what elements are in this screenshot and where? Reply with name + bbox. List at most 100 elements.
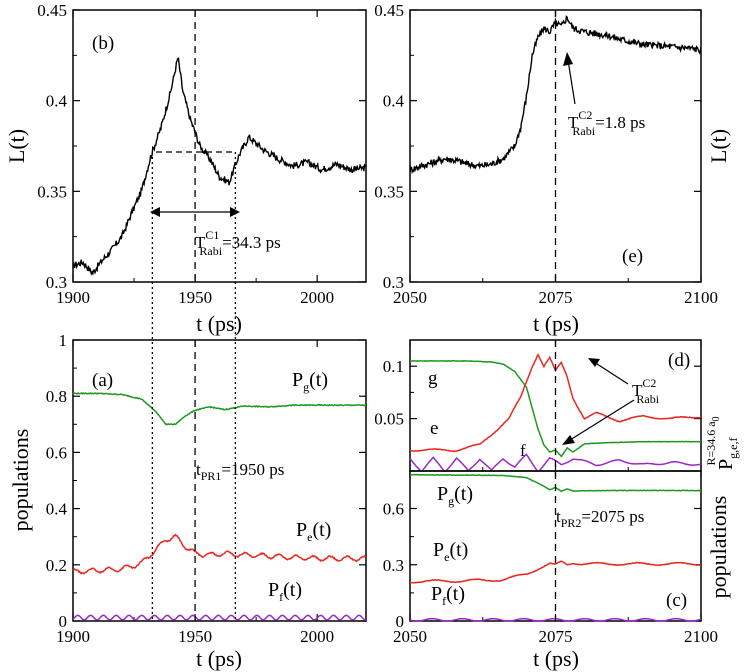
panel-e-ann-sub: Rabi (572, 124, 595, 138)
panel-e-ticks: 0.3 0.35 0.4 0.45 2050 2075 2100 (374, 1, 718, 307)
panel-d-ylabel-sup-sub: 0 (711, 416, 722, 421)
panel-a-ytick-label: 0.2 (46, 556, 67, 575)
panel-a-pf-base: P (268, 579, 279, 601)
panel-e-xtick-label: 2100 (684, 288, 718, 307)
panel-c-label: (c) (666, 590, 687, 611)
panel-b: 0.3 0.35 0.4 0.45 1900 1950 2000 (b) L(t) t (p… (4, 1, 367, 336)
panel-d-ann-sup: C2 (642, 376, 656, 390)
panel-e-label: (e) (622, 246, 643, 267)
panel-b-rabi-annotation: TC1 Rabi=34.3 ps (195, 228, 281, 258)
panel-a-series-g (72, 392, 366, 426)
panel-c-pf-label: Pf(t) (431, 583, 465, 608)
panel-c-series-e (409, 560, 702, 584)
panel-b-ann-sup: C1 (205, 228, 219, 242)
panel-d-rabi-annotation: TC2 Rabi (632, 376, 660, 406)
panel-b-arrowhead-left (150, 207, 160, 217)
panel-d-arrowhead-lower (562, 435, 575, 445)
panel-d-ann-sub: Rabi (636, 392, 659, 406)
panel-a-pe-sub: e (307, 530, 312, 544)
panel-a-label: (a) (92, 370, 113, 391)
panel-b-ylabel: L(t) (4, 129, 29, 163)
panel-d-arrowhead-upper (588, 358, 600, 367)
panel-e-ylabel: L(t) (706, 129, 731, 163)
panel-e-ytick-label: 0.3 (383, 273, 404, 292)
panel-d-g-label: g (428, 368, 438, 389)
panel-a-ytick-label: 0 (59, 612, 68, 631)
panel-b-ytick-label: 0.3 (46, 273, 67, 292)
panel-e-ytick-label: 0.35 (374, 182, 404, 201)
panel-c-xtick-label: 2075 (539, 627, 573, 646)
panel-a-xtick-label: 2000 (300, 627, 334, 646)
panel-a-ytick-label: 0.4 (46, 500, 68, 519)
panel-c-pr-annotation: tPR2=2075 ps (556, 507, 644, 530)
panel-c-ytick-label: 0.3 (383, 556, 404, 575)
panel-e-ann-base: T (568, 113, 579, 132)
panel-e-ytick-label: 0.45 (374, 1, 404, 20)
panel-a-ytick-label: 0.6 (46, 443, 67, 462)
panel-c-pg-base: P (437, 483, 448, 505)
panel-d-e-label: e (430, 418, 438, 439)
panel-d-arrow-lower (569, 399, 635, 441)
panel-b-xtick-label: 1950 (178, 288, 212, 307)
panel-a-ann-value: =1950 ps (221, 460, 284, 479)
panel-e-arrowhead (563, 52, 573, 66)
panel-c-ylabel: populations (706, 496, 731, 599)
panel-c-ytick-label: 0.6 (383, 500, 404, 519)
panel-c-xlabel: t (ps) (533, 646, 579, 671)
panel-e-xlabel: t (ps) (533, 311, 579, 336)
panel-c-pe-label: Pe(t) (433, 539, 468, 564)
panel-d-arrow-upper (593, 361, 629, 385)
panel-c-xtick-label: 2100 (684, 627, 718, 646)
panel-d-f-label: f (520, 441, 526, 460)
panel-a-ticks: 0 0.2 0.4 0.6 0.8 1 1900 1950 2000 (46, 331, 366, 646)
panel-b-series (72, 57, 367, 276)
panel-a-ytick-label: 1 (59, 331, 68, 350)
panel-e-series-L(t) (409, 15, 702, 175)
panel-a: 0 0.2 0.4 0.6 0.8 1 1900 1950 2000 (a) populatio… (8, 331, 367, 671)
panel-e-xtick-label: 2050 (393, 288, 427, 307)
reference-lines (151, 10, 557, 621)
panel-b-ytick-label: 0.4 (46, 92, 68, 111)
panel-e-ann-value: =1.8 ps (595, 113, 645, 132)
panel-c-xtick-label: 2050 (393, 627, 427, 646)
panel-b-xlabel: t (ps) (196, 311, 242, 336)
panel-a-pe-base: P (296, 519, 307, 541)
panel-a-pg-sub: g (303, 380, 309, 394)
panel-a-pe-label: Pe(t) (296, 519, 331, 544)
panel-b-series-L(t) (72, 57, 367, 276)
panel-d-ylabel-base: P (715, 459, 737, 470)
panel-d-label: (d) (668, 350, 690, 371)
panel-a-ytick-label: 0.8 (46, 387, 67, 406)
panel-a-xtick-label: 1900 (56, 627, 90, 646)
panel-a-pr-annotation: tPR1=1950 ps (196, 460, 284, 483)
panel-c-pe-tail: (t) (449, 539, 468, 561)
panel-c-pf-tail: (t) (446, 583, 465, 605)
panel-b-ann-sub: Rabi (199, 244, 222, 258)
panel-a-ylabel: populations (8, 429, 33, 532)
panel-a-ann-base: t (196, 460, 201, 479)
panel-c-ann-value: =2075 ps (581, 507, 644, 526)
panel-a-series (72, 392, 367, 621)
panel-a-pg-base: P (292, 369, 303, 391)
panel-a-pg-tail: (t) (309, 369, 328, 391)
panel-d-ytick-label: 0.05 (374, 410, 404, 429)
panel-b-xtick-label: 1900 (56, 288, 90, 307)
panel-d-ylabel-sub: g,e,f (726, 438, 740, 459)
panel-a-xtick-label: 1950 (178, 627, 212, 646)
panel-c: 0 0.3 0.6 2050 2075 2100 (c) populations t (p… (383, 470, 731, 671)
panel-d-ytick-label: 0.1 (383, 357, 404, 376)
panel-c-pe-sub: e (444, 550, 449, 564)
panel-a-xlabel: t (ps) (196, 646, 242, 671)
panel-b-ann-value: =34.3 ps (222, 233, 281, 252)
panel-e-rabi-annotation: TC2 Rabi=1.8 ps (568, 108, 645, 138)
panel-b-ytick-label: 0.45 (37, 1, 67, 20)
panel-e-ytick-label: 0.4 (383, 92, 405, 111)
panel-d-ylabel-sup: R=34.6 a (704, 421, 718, 466)
panel-c-pg-tail: (t) (454, 483, 473, 505)
panel-a-pf-sub: f (279, 590, 283, 604)
panel-b-ytick-label: 0.35 (37, 182, 67, 201)
panel-c-ann-sub: PR2 (561, 516, 582, 530)
panel-c-pe-base: P (433, 539, 444, 561)
panel-b-xtick-label: 2000 (300, 288, 334, 307)
